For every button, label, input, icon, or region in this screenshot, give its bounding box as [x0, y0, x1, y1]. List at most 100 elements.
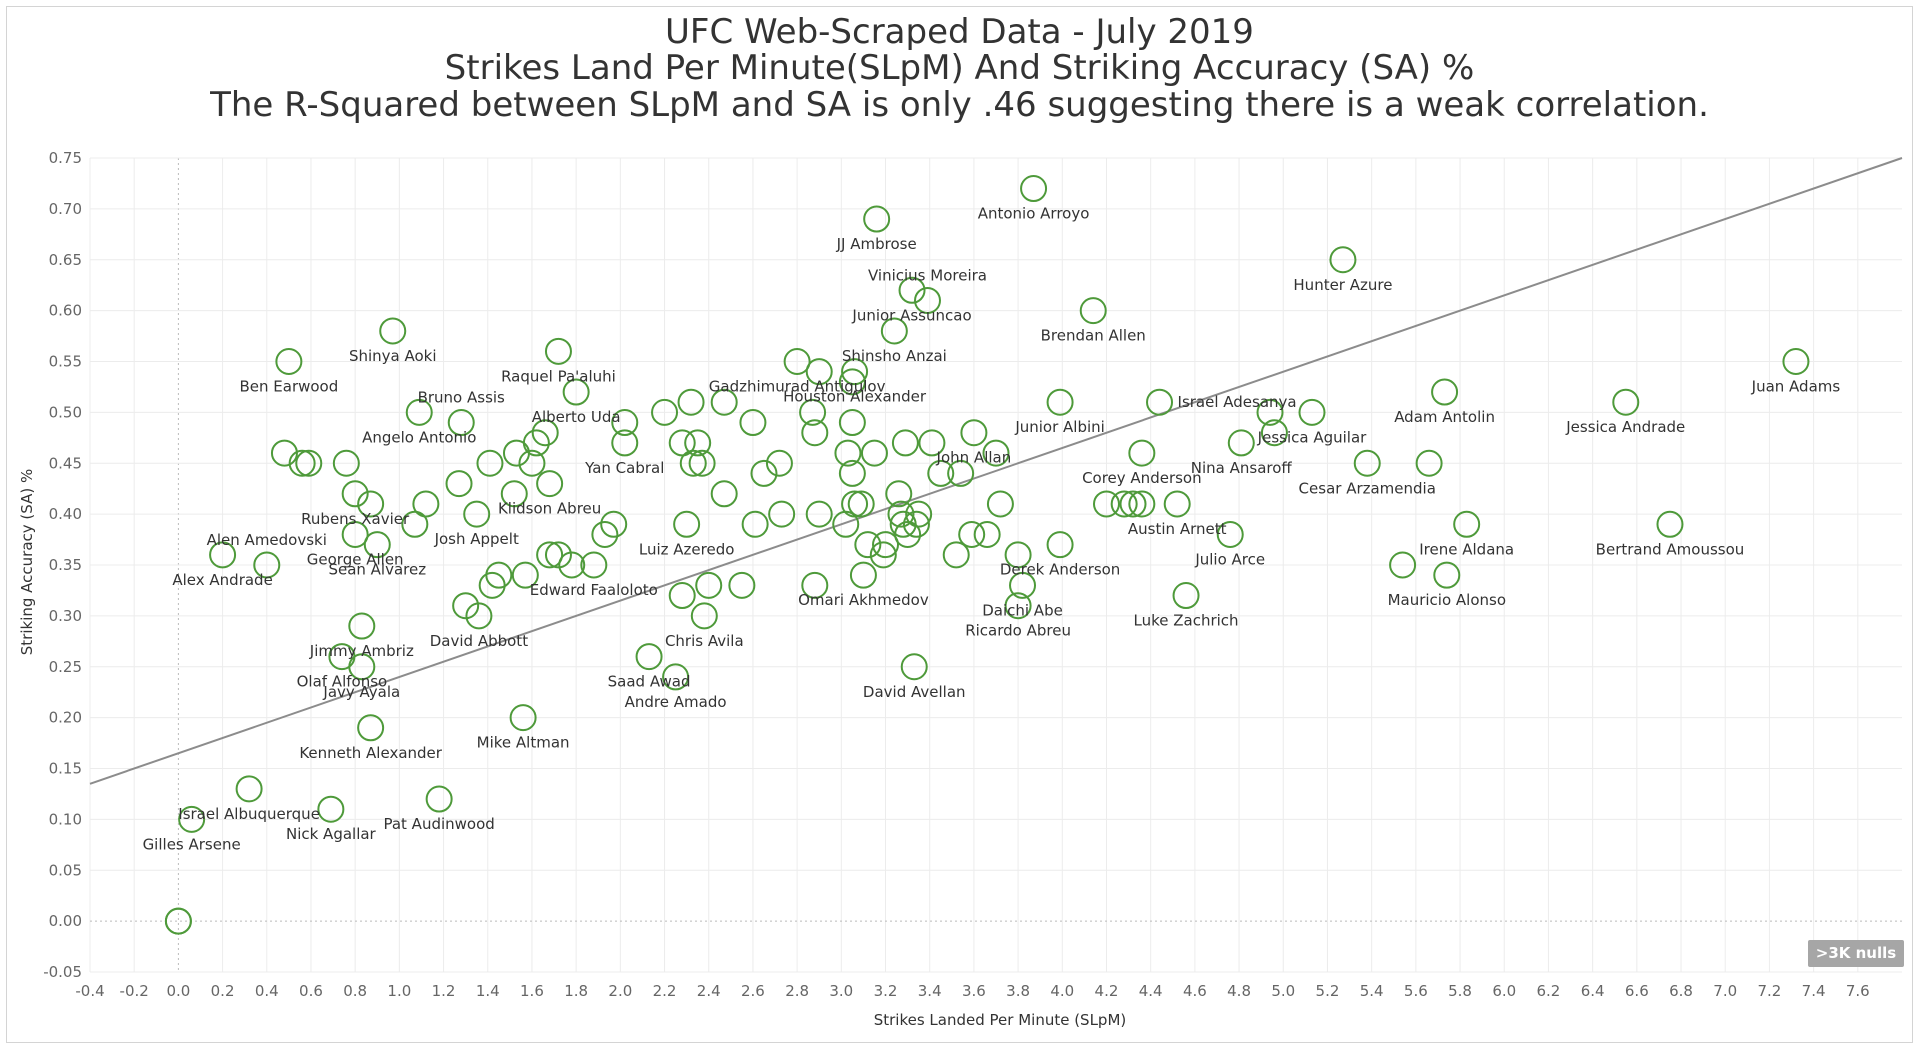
scatter-point[interactable] — [679, 449, 707, 477]
scatter-point[interactable] — [1612, 388, 1640, 416]
scatter-point[interactable] — [348, 612, 376, 640]
scatter-point[interactable] — [887, 500, 915, 528]
scatter-point[interactable] — [1119, 490, 1147, 518]
scatter-point[interactable] — [695, 571, 723, 599]
scatter-point[interactable] — [841, 490, 869, 518]
scatter-point[interactable] — [986, 490, 1014, 518]
scatter-point[interactable] — [447, 409, 475, 437]
scatter-point[interactable] — [270, 439, 298, 467]
scatter-point[interactable] — [838, 459, 866, 487]
scatter-point[interactable] — [863, 205, 891, 233]
scatter-point[interactable] — [544, 337, 572, 365]
scatter-point[interactable] — [1389, 551, 1417, 579]
scatter-point[interactable] — [295, 449, 323, 477]
scatter-point[interactable] — [741, 510, 769, 538]
scatter-point[interactable] — [841, 358, 869, 386]
scatter-point[interactable] — [799, 398, 827, 426]
scatter-point[interactable] — [673, 510, 701, 538]
scatter-point[interactable] — [511, 561, 539, 589]
scatter-point[interactable] — [164, 907, 192, 935]
scatter-point[interactable] — [805, 358, 833, 386]
scatter-point[interactable] — [611, 429, 639, 457]
scatter-point[interactable] — [341, 480, 369, 508]
scatter-point[interactable] — [332, 449, 360, 477]
scatter-point[interactable] — [973, 520, 1001, 548]
scatter-point[interactable] — [1009, 571, 1037, 599]
scatter-point[interactable] — [942, 541, 970, 569]
scatter-point[interactable] — [1453, 510, 1481, 538]
scatter-point[interactable] — [401, 510, 429, 538]
scatter-point[interactable] — [485, 561, 513, 589]
scatter-point[interactable] — [668, 429, 696, 457]
scatter-point[interactable] — [1163, 490, 1191, 518]
scatter-point[interactable] — [927, 459, 955, 487]
scatter-point[interactable] — [1433, 561, 1461, 589]
scatter-point[interactable] — [690, 602, 718, 630]
scatter-point[interactable] — [1415, 449, 1443, 477]
scatter-point[interactable] — [1128, 490, 1156, 518]
scatter-point[interactable] — [209, 541, 237, 569]
scatter-point[interactable] — [518, 449, 546, 477]
scatter-point[interactable] — [958, 520, 986, 548]
scatter-point[interactable] — [1128, 439, 1156, 467]
scatter-point[interactable] — [1172, 582, 1200, 610]
scatter-point[interactable] — [317, 795, 345, 823]
scatter-point[interactable] — [894, 520, 922, 548]
scatter-point[interactable] — [178, 805, 206, 833]
scatter-point[interactable] — [611, 409, 639, 437]
scatter-point[interactable] — [357, 490, 385, 518]
scatter-point[interactable] — [405, 398, 433, 426]
scatter-point[interactable] — [412, 490, 440, 518]
scatter-point[interactable] — [684, 429, 712, 457]
scatter-point[interactable] — [1656, 510, 1684, 538]
nulls-indicator-button[interactable]: >3K nulls — [1808, 940, 1904, 967]
scatter-point[interactable] — [902, 510, 930, 538]
scatter-point[interactable] — [445, 470, 473, 498]
scatter-point[interactable] — [531, 419, 559, 447]
scatter-point[interactable] — [905, 500, 933, 528]
scatter-point[interactable] — [463, 500, 491, 528]
scatter-point[interactable] — [847, 490, 875, 518]
scatter-point[interactable] — [1329, 246, 1357, 274]
scatter-point[interactable] — [872, 531, 900, 559]
scatter-point[interactable] — [750, 459, 778, 487]
scatter-point[interactable] — [235, 775, 263, 803]
scatter-point[interactable] — [662, 663, 690, 691]
scatter-point[interactable] — [982, 439, 1010, 467]
scatter-point[interactable] — [275, 348, 303, 375]
scatter-point[interactable] — [869, 541, 897, 569]
scatter-point[interactable] — [522, 429, 550, 457]
scatter-point[interactable] — [947, 459, 975, 487]
scatter-point[interactable] — [425, 785, 453, 813]
scatter-point[interactable] — [536, 541, 564, 569]
scatter-point[interactable] — [918, 429, 946, 457]
scatter-point[interactable] — [765, 449, 793, 477]
scatter-point[interactable] — [1353, 449, 1381, 477]
scatter-point[interactable] — [651, 398, 679, 426]
scatter-point[interactable] — [960, 419, 988, 447]
scatter-point[interactable] — [1146, 388, 1174, 416]
scatter-point[interactable] — [860, 439, 888, 467]
scatter-point[interactable] — [591, 520, 619, 548]
scatter-point[interactable] — [1079, 297, 1107, 325]
scatter-point[interactable] — [580, 551, 608, 579]
scatter-point[interactable] — [1110, 490, 1138, 518]
scatter-point[interactable] — [288, 449, 316, 477]
scatter-point[interactable] — [728, 571, 756, 599]
scatter-point[interactable] — [913, 286, 941, 314]
scatter-point[interactable] — [635, 643, 663, 671]
scatter-point[interactable] — [1092, 490, 1120, 518]
scatter-point[interactable] — [898, 276, 926, 304]
scatter-point[interactable] — [558, 551, 586, 579]
scatter-point[interactable] — [1004, 592, 1032, 620]
scatter-point[interactable] — [1216, 520, 1244, 548]
scatter-point[interactable] — [452, 592, 480, 620]
scatter-point[interactable] — [363, 531, 391, 559]
scatter-point[interactable] — [1046, 388, 1074, 416]
scatter-point[interactable] — [1260, 419, 1288, 447]
scatter-point[interactable] — [1256, 398, 1284, 426]
scatter-point[interactable] — [783, 348, 811, 375]
scatter-point[interactable] — [509, 704, 537, 732]
scatter-point[interactable] — [668, 582, 696, 610]
scatter-point[interactable] — [500, 480, 528, 508]
